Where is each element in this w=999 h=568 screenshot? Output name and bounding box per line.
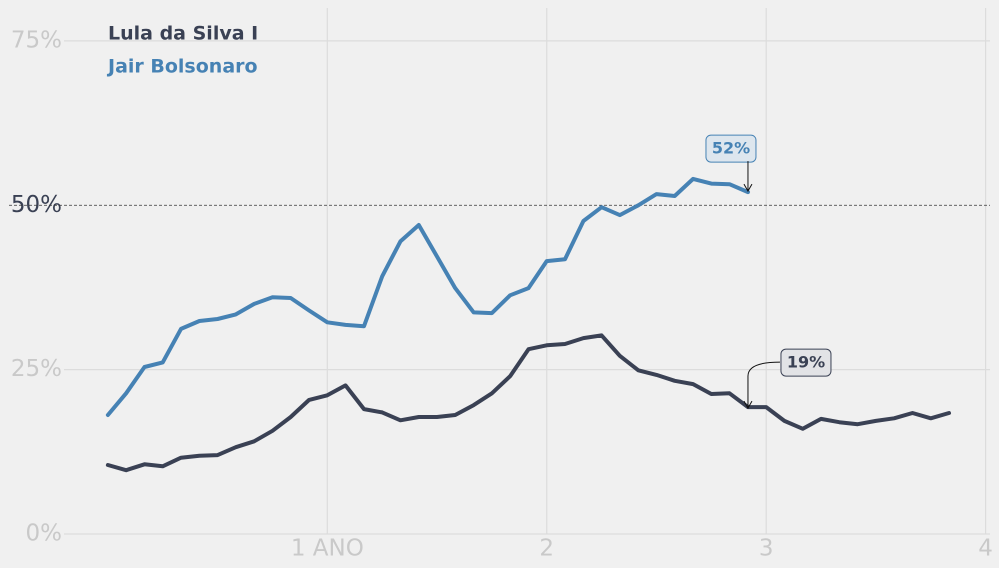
annotation-arrowhead: [743, 183, 753, 193]
y-tick-label: 75%: [11, 27, 62, 53]
annotation-box: [705, 134, 757, 163]
x-tick-label: 1 ANO: [291, 536, 364, 562]
x-tick-label: 3: [759, 536, 774, 562]
y-tick-label: 0%: [26, 521, 63, 547]
x-tick-label: 4: [978, 536, 993, 562]
annotation: 19%: [743, 348, 832, 410]
annotation-arrowhead: [743, 400, 753, 410]
series-line: [105, 176, 750, 417]
annotation-label: 19%: [787, 353, 825, 372]
series-line: [105, 333, 951, 473]
y-tick-label: 50%: [11, 192, 62, 218]
legend-entry: Lula da Silva I: [108, 23, 258, 45]
annotation: 52%: [705, 134, 757, 193]
annotation-arrow: [747, 361, 780, 408]
x-tick-label: 2: [539, 536, 554, 562]
annotation-label: 52%: [712, 139, 750, 158]
annotation-box: [780, 348, 832, 377]
y-tick-label: 25%: [11, 356, 62, 382]
legend-entry: Jair Bolsonaro: [106, 56, 258, 78]
